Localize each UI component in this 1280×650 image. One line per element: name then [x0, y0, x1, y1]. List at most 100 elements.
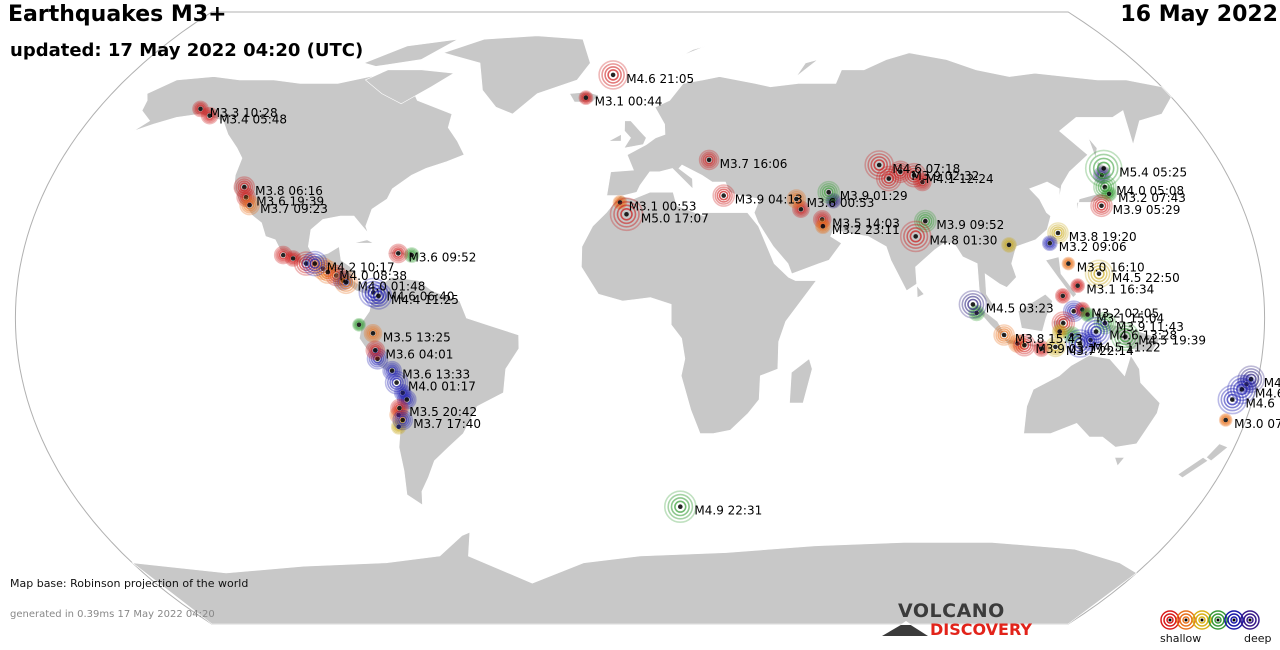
- land-24: [353, 239, 387, 251]
- quake-marker[interactable]: [358, 277, 389, 308]
- legend-ring: [1200, 618, 1204, 622]
- quake-marker[interactable]: [817, 180, 841, 204]
- quake-marker[interactable]: [1101, 186, 1117, 202]
- quake-marker[interactable]: [200, 106, 219, 125]
- quake-marker[interactable]: [1045, 336, 1066, 358]
- quake-marker-extra-25[interactable]: [1051, 323, 1068, 340]
- legend-ring: [1168, 618, 1172, 622]
- quake-marker[interactable]: [899, 220, 932, 253]
- quake-marker[interactable]: [363, 323, 383, 343]
- quake-marker[interactable]: [1237, 365, 1265, 394]
- quake-marker[interactable]: [786, 189, 807, 209]
- quake-marker[interactable]: [1227, 374, 1257, 405]
- quake-label: M3.2 02:05: [1091, 307, 1159, 321]
- quake-marker[interactable]: [1042, 235, 1058, 251]
- quake-marker[interactable]: [1061, 256, 1076, 271]
- land-29: [680, 45, 707, 57]
- quake-marker[interactable]: [1047, 222, 1069, 244]
- quake-marker[interactable]: [698, 149, 720, 171]
- quake-marker[interactable]: [1217, 384, 1248, 415]
- quake-marker[interactable]: [1074, 301, 1091, 318]
- logo-text-discovery: DISCOVERY: [930, 620, 1033, 639]
- land-17: [1017, 293, 1053, 332]
- quake-label: M4.0 05:08: [1116, 184, 1184, 198]
- quake-marker[interactable]: [609, 197, 644, 232]
- quake-marker[interactable]: [392, 409, 414, 431]
- quake-marker[interactable]: [388, 243, 409, 264]
- quake-marker-extra-13[interactable]: [875, 165, 902, 192]
- quake-marker[interactable]: [365, 340, 386, 361]
- quake-marker[interactable]: [239, 194, 260, 216]
- quake-label: M4.8 01:30: [930, 233, 998, 247]
- generated-note: generated in 0.39ms 17 May 2022 04:20: [10, 609, 215, 620]
- quake-marker[interactable]: [901, 162, 927, 188]
- quake-marker-extra-6[interactable]: [403, 247, 420, 263]
- quake-marker-extra-9[interactable]: [396, 389, 417, 410]
- quake-marker[interactable]: [1070, 278, 1085, 294]
- land-21: [1205, 443, 1229, 462]
- quake-marker-extra-1[interactable]: [284, 250, 302, 267]
- quake-label: M3.6 13:33: [402, 368, 470, 382]
- quake-marker[interactable]: [1111, 322, 1140, 352]
- quake-label: M3.0 07:22: [1234, 417, 1280, 431]
- quake-label: M5.4 05:25: [1119, 165, 1187, 179]
- depth-legend: shallow deep: [1160, 608, 1272, 648]
- quake-label: M4.6 06:40: [387, 290, 455, 304]
- quake-marker[interactable]: [1065, 329, 1095, 358]
- quake-marker-extra-12[interactable]: [352, 317, 366, 332]
- quake-label: M3.4 05:48: [219, 113, 287, 127]
- quake-marker[interactable]: [958, 290, 988, 319]
- quake-marker[interactable]: [364, 282, 393, 310]
- land-6: [606, 52, 1172, 312]
- quake-marker[interactable]: [1080, 307, 1095, 322]
- volcano-discovery-logo[interactable]: VOLCANO DISCOVERY: [880, 600, 1040, 640]
- quake-label: M3.3 10:28: [210, 106, 278, 120]
- legend-shallow-label: shallow: [1160, 632, 1202, 645]
- quake-label: M4.0 01:17: [408, 380, 476, 394]
- quake-marker[interactable]: [301, 250, 328, 277]
- quake-label: M3.1 16:34: [1086, 283, 1154, 297]
- quake-label: M4.4 13:27: [1264, 376, 1280, 390]
- quake-marker[interactable]: [663, 490, 697, 524]
- quake-label: M3.7 09:23: [260, 202, 328, 216]
- legend-ring: [1184, 618, 1188, 622]
- quake-marker-extra-21[interactable]: [1033, 340, 1050, 357]
- land-1: [442, 35, 591, 115]
- map-date: 16 May 2022: [1120, 2, 1278, 27]
- quake-label: M3.1 15:04: [1096, 312, 1164, 326]
- volcano-icon: [882, 621, 928, 636]
- quake-label: M3.1 00:44: [595, 95, 663, 109]
- quake-marker[interactable]: [578, 90, 594, 105]
- quake-marker[interactable]: [1013, 333, 1036, 357]
- quake-marker[interactable]: [1218, 413, 1233, 427]
- quake-marker[interactable]: [993, 324, 1015, 346]
- earthquake-markers: [192, 60, 1265, 524]
- quake-label: M3.7 16:06: [720, 157, 788, 171]
- quake-label: M3.2 07:43: [1118, 191, 1186, 205]
- quake-marker[interactable]: [334, 270, 358, 295]
- land-28: [891, 45, 923, 54]
- quake-marker[interactable]: [384, 370, 409, 395]
- quake-marker[interactable]: [1090, 194, 1113, 218]
- quake-marker[interactable]: [598, 60, 628, 90]
- quake-marker[interactable]: [913, 209, 937, 233]
- quake-marker[interactable]: [888, 160, 912, 184]
- quake-label: M3.5 14:03: [832, 216, 900, 230]
- quake-marker-extra-28[interactable]: [1001, 237, 1017, 253]
- quake-label: M3.9 04:13: [735, 193, 803, 207]
- quake-label: M4.2 10:17: [327, 261, 395, 275]
- quake-marker[interactable]: [864, 150, 895, 180]
- quake-marker-extra-17[interactable]: [1055, 288, 1071, 304]
- quake-marker[interactable]: [1084, 259, 1114, 289]
- quake-marker[interactable]: [315, 260, 340, 284]
- quake-label: M3.8 19:20: [1069, 230, 1137, 244]
- quake-label: M3.6 00:53: [807, 196, 875, 210]
- quake-marker[interactable]: [192, 100, 209, 118]
- quake-label: M4.6 13:28: [1109, 329, 1177, 343]
- land-23: [131, 531, 1138, 625]
- quake-marker[interactable]: [1081, 316, 1111, 347]
- quake-label: M4.6 21:05: [626, 72, 694, 86]
- quake-label: M3.9 05:29: [1113, 203, 1181, 217]
- quake-marker[interactable]: [712, 184, 736, 207]
- quake-marker[interactable]: [815, 218, 831, 234]
